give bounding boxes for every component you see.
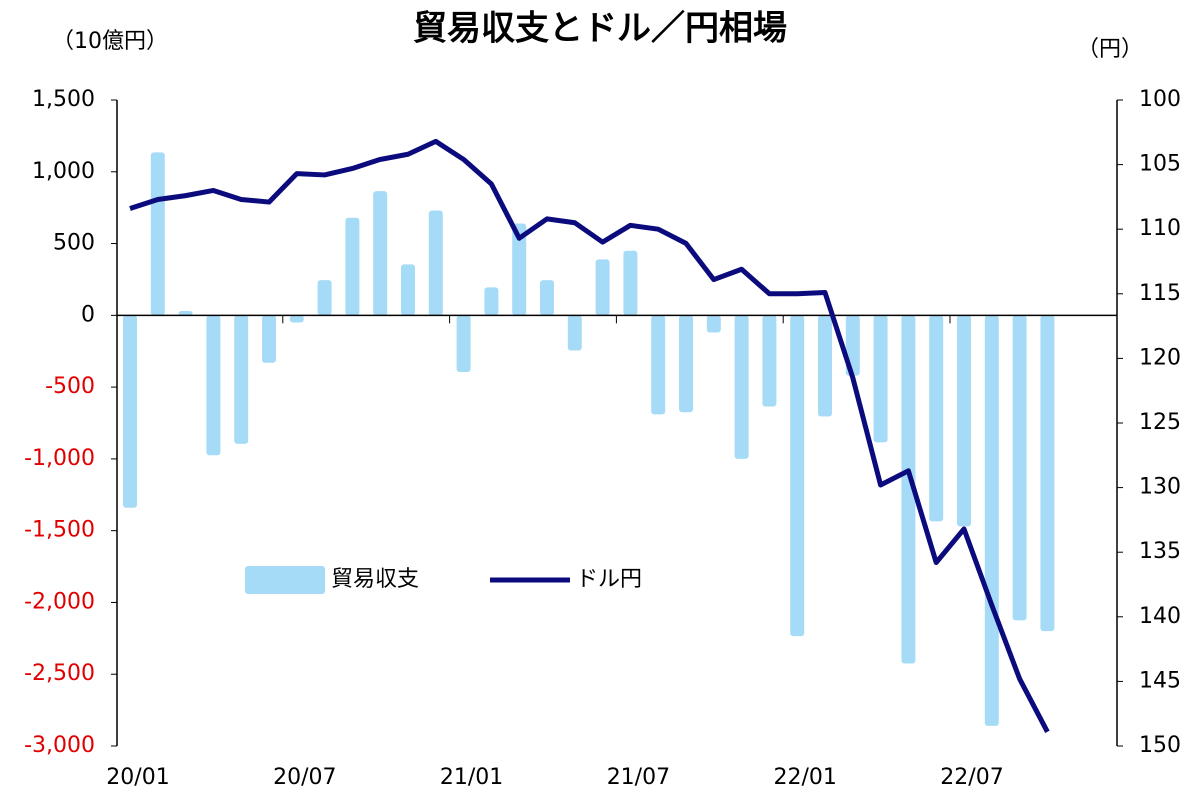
bar (595, 259, 610, 316)
y-tick-label: 0 (81, 302, 95, 327)
bar (317, 280, 332, 316)
y-tick-label: 500 (53, 231, 95, 256)
bar (512, 223, 527, 316)
bar (984, 315, 999, 726)
bar (373, 191, 388, 316)
bar (1040, 315, 1055, 632)
x-tick-label: 21/07 (607, 765, 670, 790)
y2-tick-label: 125 (1139, 410, 1181, 435)
bar (428, 210, 443, 316)
bar (1012, 315, 1027, 621)
bar (818, 315, 832, 417)
legend-label: 貿易収支 (331, 567, 419, 592)
y-tick-label: -1,000 (24, 446, 95, 471)
legend-label: ドル円 (576, 567, 642, 592)
y-tick-label: -1,500 (24, 518, 95, 543)
x-tick-label: 20/01 (106, 765, 169, 790)
x-tick-label: 20/07 (273, 765, 336, 790)
x-tick-label: 21/01 (440, 765, 503, 790)
y2-tick-label: 110 (1139, 216, 1181, 241)
chart-title: 貿易収支とドル／円相場 (413, 9, 787, 49)
y-tick-label: -500 (45, 374, 95, 399)
bar (957, 315, 971, 527)
bar (929, 315, 944, 522)
bar (540, 280, 554, 316)
legend-swatch (245, 566, 325, 594)
bar (206, 315, 221, 456)
bar (873, 315, 888, 443)
bar (289, 315, 304, 323)
bar (623, 250, 638, 316)
bar (262, 315, 276, 363)
bar (234, 315, 249, 444)
bar (762, 315, 777, 407)
y2-axis-label: （円） (1077, 37, 1143, 62)
bar (401, 264, 415, 316)
y-tick-label: 1,000 (32, 159, 95, 184)
bar (567, 315, 582, 351)
bar (484, 287, 499, 316)
y2-tick-label: 135 (1139, 539, 1181, 564)
y2-tick-label: 140 (1139, 604, 1181, 629)
bar (651, 315, 666, 415)
bar (123, 315, 137, 508)
bar (178, 311, 193, 316)
y-axis-label: （10億円） (52, 29, 168, 54)
y-tick-label: 1,500 (32, 87, 95, 112)
x-tick-label: 22/01 (773, 765, 836, 790)
y-tick-label: -2,000 (24, 589, 95, 614)
bar (345, 217, 360, 316)
y2-tick-label: 120 (1139, 345, 1181, 370)
y2-tick-label: 145 (1139, 668, 1181, 693)
bar (901, 315, 916, 664)
bar (790, 315, 805, 637)
y2-tick-label: 130 (1139, 475, 1181, 500)
bar (150, 152, 165, 316)
bar (679, 315, 693, 413)
bar (706, 315, 721, 333)
x-tick-label: 22/07 (940, 765, 1003, 790)
y2-tick-label: 105 (1139, 152, 1181, 177)
line (129, 138, 1050, 733)
y2-tick-label: 115 (1139, 281, 1181, 306)
y2-tick-label: 150 (1139, 733, 1181, 758)
bar (734, 315, 749, 459)
y-tick-label: -3,000 (24, 733, 95, 758)
bar (456, 315, 471, 373)
y2-tick-label: 100 (1139, 87, 1181, 112)
y-tick-label: -2,500 (24, 661, 95, 686)
